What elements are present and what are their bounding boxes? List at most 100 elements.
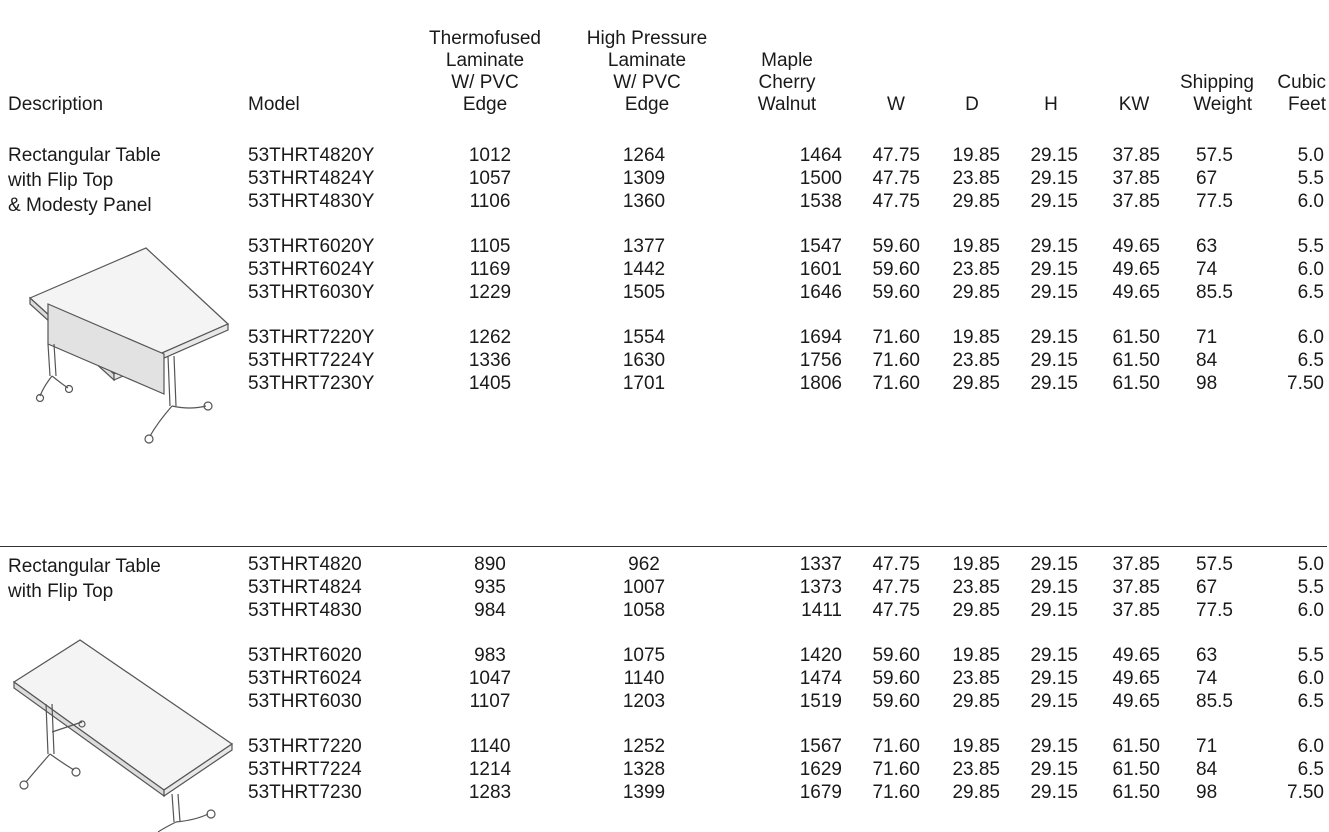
table-row: 53THRT6030Y 1229 1505 1646 59.60 29.85 29.15 49… <box>0 280 1329 305</box>
model-cell: 53THRT7220 <box>248 736 362 757</box>
width-cell: 59.60 <box>872 236 920 257</box>
flip-top-table-with-modesty-panel-illustration <box>28 247 230 444</box>
header-high-pressure-line: High Pressure <box>586 28 708 49</box>
header-kw-label: KW <box>1118 94 1150 115</box>
header-cubic-line: Cubic <box>1277 72 1326 93</box>
shipping-weight-cell: 74 <box>1196 668 1218 689</box>
thermofused-price-cell: 1283 <box>468 782 512 803</box>
height-cell: 29.15 <box>1030 736 1078 757</box>
thermofused-price-cell: 1214 <box>468 759 512 780</box>
cubic-feet-cell: 6.0 <box>1297 259 1324 280</box>
height-cell: 29.15 <box>1030 282 1078 303</box>
knee-width-cell: 61.50 <box>1112 327 1160 348</box>
knee-width-cell: 49.65 <box>1112 236 1160 257</box>
model-cell: 53THRT7220Y <box>248 327 375 348</box>
depth-cell: 19.85 <box>952 145 1000 166</box>
shipping-weight-cell: 85.5 <box>1196 282 1233 303</box>
height-cell: 29.15 <box>1030 191 1078 212</box>
width-cell: 59.60 <box>872 645 920 666</box>
table-row: 53THRT7230 1283 1399 1679 71.60 29.85 29.15 61.… <box>0 780 1329 805</box>
table-row: 53THRT6024 1047 1140 1474 59.60 23.85 29.15 49.… <box>0 666 1329 691</box>
table-header: Description Model Thermofused Laminate W… <box>0 8 1329 116</box>
model-cell: 53THRT7230Y <box>248 373 375 394</box>
height-cell: 29.15 <box>1030 145 1078 166</box>
header-kw: KW <box>1104 94 1164 116</box>
high-pressure-price-cell: 1328 <box>622 759 666 780</box>
shipping-weight-cell: 74 <box>1196 259 1218 280</box>
maple-cherry-walnut-price-cell: 1337 <box>799 554 842 575</box>
depth-cell: 23.85 <box>952 759 1000 780</box>
thermofused-price-cell: 1229 <box>468 282 512 303</box>
header-high-pressure-line: Laminate <box>607 50 687 71</box>
table-row: 53THRT7224Y 1336 1630 1756 71.60 23.85 29.15 61… <box>0 348 1329 373</box>
shipping-weight-cell: 57.5 <box>1196 554 1233 575</box>
knee-width-cell: 37.85 <box>1112 145 1160 166</box>
header-maple-cherry-walnut: Maple Cherry Walnut <box>732 50 842 116</box>
maple-cherry-walnut-price-cell: 1694 <box>799 327 842 348</box>
high-pressure-price-cell: 1630 <box>622 350 666 371</box>
maple-cherry-walnut-price-cell: 1646 <box>799 282 842 303</box>
thermofused-price-cell: 1106 <box>469 191 511 212</box>
knee-width-cell: 49.65 <box>1112 691 1160 712</box>
depth-cell: 19.85 <box>952 736 1000 757</box>
model-cell: 53THRT6024 <box>248 668 362 689</box>
table-row: 53THRT6020 983 1075 1420 59.60 19.85 29.15 49.6… <box>0 643 1329 668</box>
maple-cherry-walnut-price-cell: 1474 <box>799 668 842 689</box>
header-thermofused-line: Laminate <box>445 50 525 71</box>
maple-cherry-walnut-price-cell: 1373 <box>799 577 842 598</box>
shipping-weight-cell: 77.5 <box>1196 600 1233 621</box>
thermofused-price-cell: 1140 <box>469 736 511 757</box>
table-row: 53THRT7224 1214 1328 1629 71.60 23.85 29.15 61.… <box>0 757 1329 782</box>
description-line: Rectangular Table <box>8 556 161 577</box>
table-row: 53THRT4830 984 1058 1411 47.75 29.85 29.15 37.8… <box>0 598 1329 623</box>
height-cell: 29.15 <box>1030 350 1078 371</box>
header-w-label: W <box>887 94 905 115</box>
high-pressure-price-cell: 1554 <box>622 327 666 348</box>
depth-cell: 23.85 <box>952 259 1000 280</box>
cubic-feet-cell: 5.5 <box>1297 577 1324 598</box>
cubic-feet-cell: 6.0 <box>1297 327 1324 348</box>
cubic-feet-cell: 6.0 <box>1297 600 1324 621</box>
depth-cell: 23.85 <box>952 668 1000 689</box>
header-high-pressure-line: W/ PVC <box>613 72 681 93</box>
header-shipping-line: Weight <box>1193 94 1252 115</box>
height-cell: 29.15 <box>1030 600 1078 621</box>
model-cell: 53THRT4830Y <box>248 191 375 212</box>
width-cell: 71.60 <box>872 327 920 348</box>
shipping-weight-cell: 84 <box>1196 350 1218 371</box>
header-high-pressure-line: Edge <box>624 94 670 115</box>
height-cell: 29.15 <box>1030 373 1078 394</box>
depth-cell: 23.85 <box>952 350 1000 371</box>
height-cell: 29.15 <box>1030 554 1078 575</box>
high-pressure-price-cell: 1075 <box>622 645 666 666</box>
thermofused-price-cell: 983 <box>474 645 506 666</box>
knee-width-cell: 37.85 <box>1112 554 1160 575</box>
maple-cherry-walnut-price-cell: 1756 <box>799 350 842 371</box>
width-cell: 71.60 <box>872 759 920 780</box>
maple-cherry-walnut-price-cell: 1464 <box>799 145 842 166</box>
section-description: Rectangular Table with Flip Top <box>8 554 161 604</box>
depth-cell: 29.85 <box>952 782 1000 803</box>
header-d: D <box>942 94 1002 116</box>
width-cell: 47.75 <box>872 191 920 212</box>
table-row: 53THRT7220 1140 1252 1567 71.60 19.85 29.15 61.… <box>0 734 1329 759</box>
header-shipping-line: Shipping <box>1180 72 1254 93</box>
shipping-weight-cell: 63 <box>1196 236 1218 257</box>
width-cell: 71.60 <box>872 736 920 757</box>
shipping-weight-cell: 98 <box>1196 782 1218 803</box>
thermofused-price-cell: 1105 <box>469 236 511 257</box>
header-h-label: H <box>1044 94 1058 115</box>
height-cell: 29.15 <box>1030 782 1078 803</box>
table-row: 53THRT4824Y 1057 1309 1500 47.75 23.85 29.15 37… <box>0 166 1329 191</box>
header-thermofused-line: Thermofused <box>429 28 541 49</box>
model-cell: 53THRT6030Y <box>248 282 375 303</box>
maple-cherry-walnut-price-cell: 1519 <box>799 691 842 712</box>
maple-cherry-walnut-price-cell: 1547 <box>799 236 842 257</box>
knee-width-cell: 61.50 <box>1112 350 1160 371</box>
model-cell: 53THRT6024Y <box>248 259 375 280</box>
cubic-feet-cell: 7.50 <box>1287 373 1324 394</box>
height-cell: 29.15 <box>1030 168 1078 189</box>
table-row: 53THRT6024Y 1169 1442 1601 59.60 23.85 29.15 49… <box>0 257 1329 282</box>
